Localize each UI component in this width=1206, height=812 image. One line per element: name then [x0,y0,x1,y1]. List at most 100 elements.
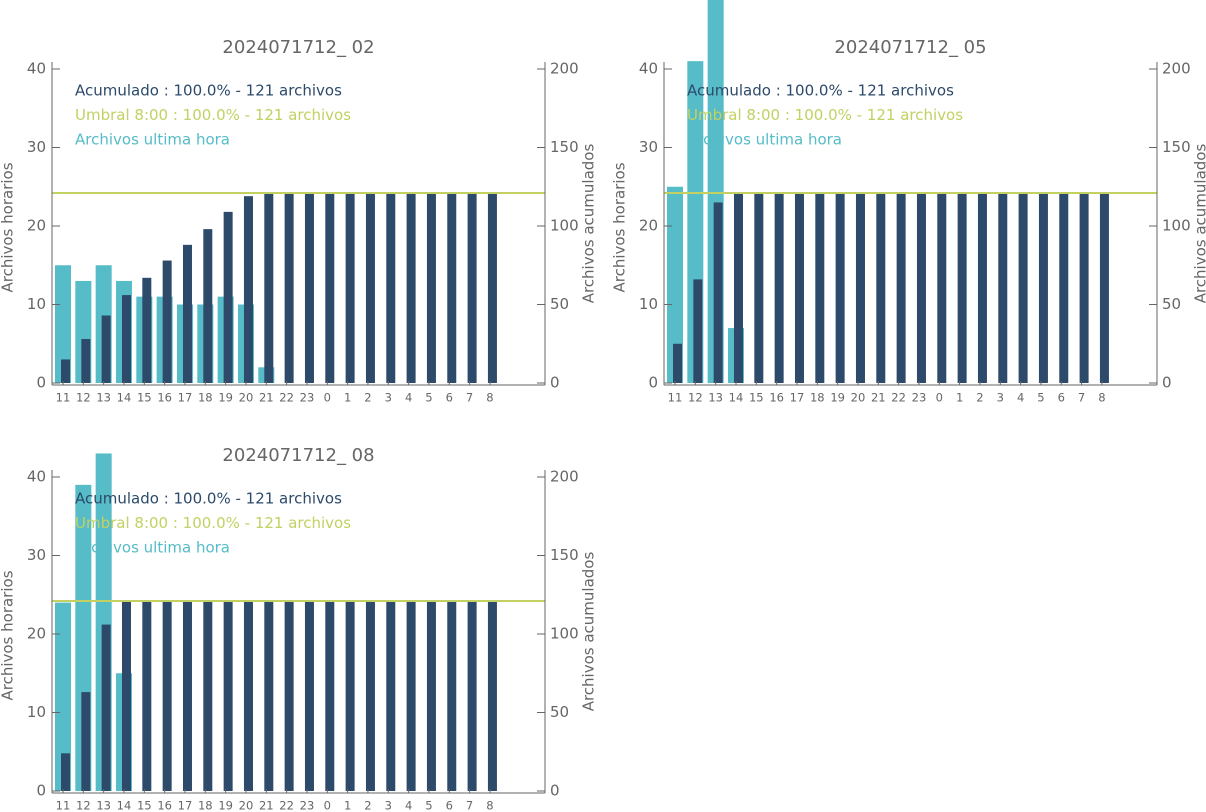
bar [1018,193,1028,383]
y-tick-label: 20 [27,217,46,235]
x-tick-label: 4 [1017,391,1024,405]
x-tick-label: 18 [198,799,213,812]
bar [998,193,1008,383]
bar [487,193,497,383]
x-tick-label: 20 [239,799,254,812]
chart-title: 2024071712_ 05 [834,37,986,58]
bar [243,601,253,791]
bar [1059,193,1069,383]
bar [447,601,457,791]
x-tick-label: 4 [405,799,412,812]
y-tick-label: 30 [27,546,46,564]
x-tick-label: 17 [790,391,805,405]
bar [467,193,477,383]
x-tick-label: 0 [324,391,331,405]
bar [855,193,865,383]
bar [467,601,477,791]
y-tick-label: 0 [36,782,46,800]
bar [55,265,71,383]
x-tick-label: 14 [117,391,132,405]
x-tick-label: 18 [810,391,825,405]
legend-entry: Umbral 8:00 : 100.0% - 121 archivos [75,106,351,124]
x-tick-label: 6 [446,799,453,812]
bar [182,601,192,791]
bar [223,601,233,791]
x-tick-label: 2 [364,799,371,812]
y2-tick-label: 50 [550,703,569,721]
x-tick-label: 23 [300,391,315,405]
x-tick-label: 12 [76,799,91,812]
x-tick-label: 5 [425,391,432,405]
bar [304,193,314,383]
y-tick-label: 20 [27,625,46,643]
bar [121,295,131,383]
x-tick-label: 1 [956,391,963,405]
bar [406,601,416,791]
bar [815,193,825,383]
x-tick-label: 15 [137,799,152,812]
y2-tick-label: 100 [1162,217,1191,235]
y2-tick-label: 200 [1162,60,1191,78]
legend-entry: Archivos ultima hora [687,131,842,149]
x-tick-label: 8 [1098,391,1105,405]
bar [733,193,743,383]
x-tick-label: 19 [830,391,845,405]
y-axis-title: Archivos horarios [611,162,629,292]
bar [447,193,457,383]
y-axis-title: Archivos horarios [0,162,17,292]
bar [673,343,682,383]
x-tick-label: 0 [324,799,331,812]
bar [487,601,497,791]
x-tick-label: 6 [446,391,453,405]
x-tick-label: 2 [364,391,371,405]
x-tick-label: 11 [668,391,683,405]
x-tick-label: 5 [425,799,432,812]
x-tick-label: 22 [279,391,294,405]
x-tick-label: 14 [117,799,132,812]
bar [101,315,111,383]
x-tick-label: 21 [871,391,886,405]
bar [142,277,152,383]
y2-tick-label: 150 [1162,138,1191,156]
chart-title: 2024071712_ 02 [222,37,374,58]
x-tick-label: 13 [708,391,723,405]
bar [977,193,987,383]
y2-tick-label: 50 [550,295,569,313]
x-tick-label: 1 [344,391,351,405]
legend-entry: Acumulado : 100.0% - 121 archivos [75,82,342,100]
bar [325,601,335,791]
bar [304,601,314,791]
y2-tick-label: 0 [1162,374,1172,392]
y-axis-title: Archivos horarios [0,570,17,700]
legend-entry: Archivos ultima hora [75,539,230,557]
x-tick-label: 23 [300,799,315,812]
bar [223,211,233,383]
bar [1099,193,1109,383]
bar [243,196,253,383]
y-tick-label: 0 [648,374,658,392]
x-tick-label: 3 [385,391,392,405]
x-tick-label: 19 [218,391,233,405]
x-tick-label: 7 [1078,391,1085,405]
x-tick-label: 23 [912,391,927,405]
bar [264,601,274,791]
x-tick-label: 20 [851,391,866,405]
y2-tick-label: 100 [550,217,579,235]
x-tick-label: 2 [976,391,983,405]
bar [61,753,70,791]
x-tick-label: 8 [486,391,493,405]
bar [365,601,375,791]
y2-tick-label: 150 [550,546,579,564]
bar [1038,193,1048,383]
x-tick-label: 18 [198,391,213,405]
bar [406,193,416,383]
x-tick-label: 14 [729,391,744,405]
bar [325,193,335,383]
bar [1079,193,1089,383]
bar [284,601,294,791]
bar [754,193,764,383]
bar [957,193,967,383]
y-tick-label: 10 [27,295,46,313]
legend-entry: Acumulado : 100.0% - 121 archivos [75,490,342,508]
